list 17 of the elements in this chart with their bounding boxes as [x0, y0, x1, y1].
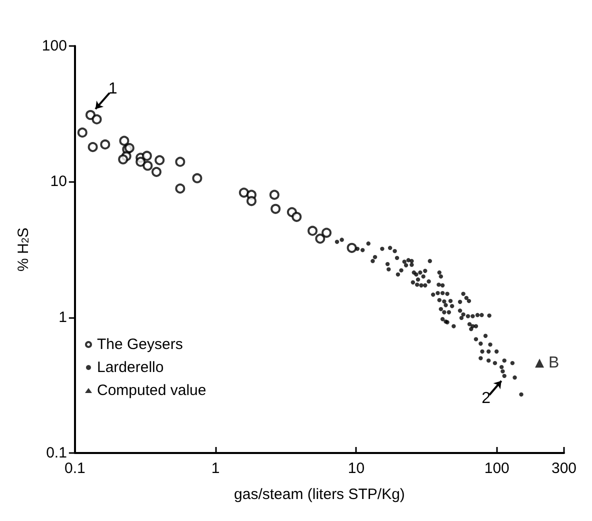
y-axis-title: % H2S	[15, 228, 32, 272]
y-tick-label: 0.1	[46, 444, 67, 462]
x-tick-label: 10	[348, 460, 365, 477]
y-tick-label: 10	[50, 173, 67, 190]
x-tick-label: 0.1	[64, 460, 86, 477]
x-tick-label: 1	[211, 460, 220, 477]
y-tick-label: 100	[42, 38, 67, 54]
legend-label: The Geysers	[97, 336, 183, 353]
annotation: 2	[482, 390, 491, 408]
annotation: 1	[108, 80, 118, 98]
x-axis-title: gas/steam (liters STP/Kg)	[234, 486, 405, 503]
x-tick-label: 100	[484, 460, 510, 477]
legend-label: Computed value	[97, 382, 206, 399]
annotation: B	[548, 354, 560, 372]
y-tick-label: 1	[58, 308, 67, 326]
legend-label: Larderello	[97, 359, 164, 376]
x-tick-label: 300	[551, 460, 577, 477]
